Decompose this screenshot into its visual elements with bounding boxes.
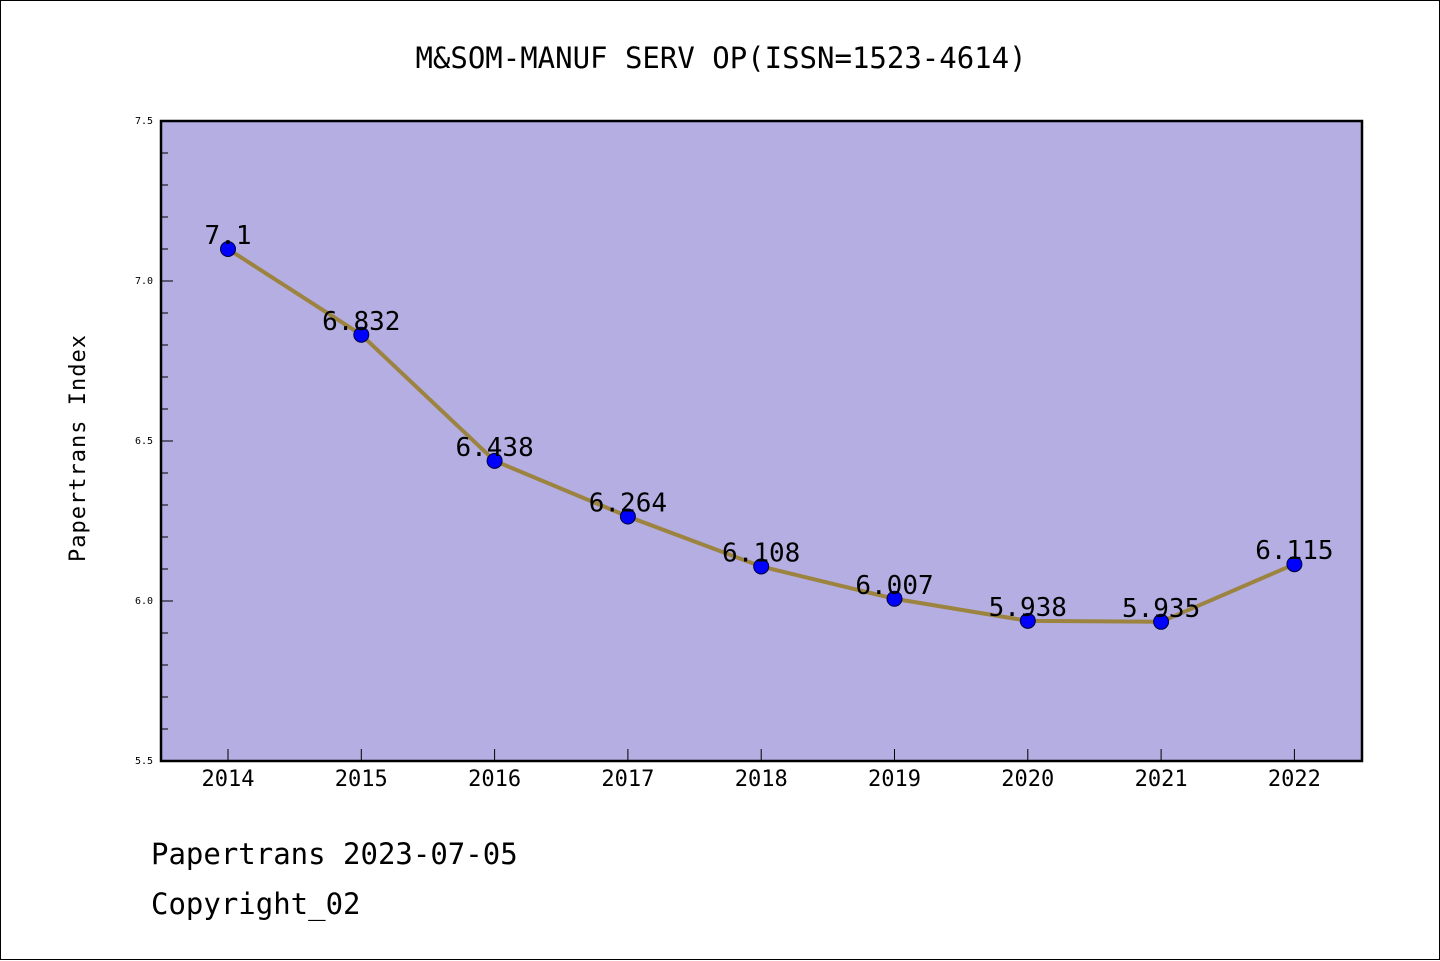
data-point (486, 452, 503, 469)
data-point (220, 241, 236, 257)
data-label: 6.007 (855, 571, 933, 601)
data-point (1286, 556, 1303, 573)
x-tick-label: 2018 (735, 767, 788, 792)
y-tick-label: 6.5 (135, 436, 153, 447)
data-label: 6.108 (722, 538, 800, 568)
data-labels: 7.1 6.832 6.438 6.264 6.108 6.007 5.938 5.935 6.… (205, 221, 1334, 624)
x-tick-label: 2021 (1135, 767, 1188, 792)
data-label: 5.935 (1122, 594, 1200, 624)
plot-area (161, 121, 1362, 761)
y-tick-label: 5.5 (135, 756, 153, 767)
data-label: 5.938 (989, 593, 1067, 623)
data-label: 6.264 (589, 489, 667, 519)
y-tick-label: 7.5 (135, 116, 153, 127)
x-axis-ticks: 2014 2015 2016 2017 2018 2019 2020 2021 2022 (202, 749, 1321, 792)
x-tick-label: 2019 (868, 767, 921, 792)
data-markers (220, 241, 1303, 630)
chart-title: M&SOM-MANUF SERV OP(ISSN=1523-4614) (415, 41, 1026, 75)
data-label: 6.115 (1255, 536, 1333, 566)
footer-copyright: Copyright_02 (151, 887, 361, 921)
plot-border (159, 119, 1364, 763)
x-tick-label: 2016 (468, 767, 521, 792)
data-label: 6.438 (455, 433, 533, 463)
data-point (886, 590, 903, 607)
x-tick-label: 2014 (202, 767, 255, 792)
y-tick-label: 7.0 (135, 276, 153, 287)
data-point (1019, 612, 1036, 629)
data-point (353, 326, 370, 343)
data-label: 7.1 (205, 221, 252, 251)
data-point (1153, 613, 1170, 630)
x-tick-label: 2020 (1001, 767, 1054, 792)
y-tick-label: 6.0 (135, 596, 153, 607)
data-label: 6.832 (322, 307, 400, 337)
footer-date: Papertrans 2023-07-05 (151, 837, 518, 871)
x-tick-label: 2022 (1268, 767, 1321, 792)
y-axis-label: Papertrans Index (66, 334, 91, 562)
x-tick-label: 2017 (601, 767, 654, 792)
data-point (753, 558, 770, 575)
x-tick-label: 2015 (335, 767, 388, 792)
data-point (619, 508, 636, 525)
